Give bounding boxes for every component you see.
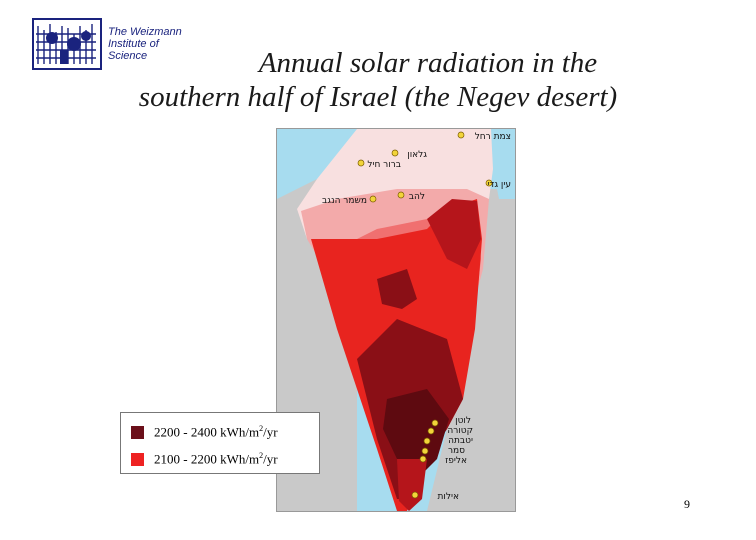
place-label: לוטן bbox=[455, 416, 471, 426]
place-label: סמר bbox=[448, 446, 465, 456]
slide-title: Annual solar radiation in the southern h… bbox=[0, 46, 756, 114]
outside-land-left bbox=[277, 129, 357, 189]
place-markers bbox=[357, 131, 493, 499]
place-marker bbox=[419, 455, 427, 463]
place-marker bbox=[411, 491, 419, 499]
place-marker bbox=[391, 149, 399, 157]
place-label: להב bbox=[409, 192, 425, 202]
place-marker bbox=[357, 159, 365, 167]
legend-swatch bbox=[131, 425, 144, 439]
place-label: קטורה bbox=[447, 426, 473, 436]
zone-dark-blob bbox=[377, 269, 417, 309]
title-line-2: southern half of Israel (the Negev deser… bbox=[138, 81, 618, 113]
place-label: יטבתה bbox=[448, 436, 473, 446]
place-marker bbox=[431, 419, 439, 427]
place-label: צמת רחל bbox=[475, 132, 511, 142]
legend-item: 2100 - 2200 kWh/m2/yr bbox=[131, 449, 278, 469]
zone-south-tip bbox=[397, 459, 427, 511]
legend-label: 2200 - 2400 kWh/m2/yr bbox=[154, 423, 278, 440]
place-labels: צמת רחל גלאון ברור חיל עין גדי להב משמר … bbox=[322, 132, 511, 502]
title-line-1: Annual solar radiation in the bbox=[258, 47, 598, 79]
logo-line-3: Science bbox=[108, 50, 148, 62]
logo-line-2: Institute of bbox=[108, 38, 159, 50]
place-label: ברור חיל bbox=[367, 160, 401, 170]
place-label: משמר הנגב bbox=[322, 196, 367, 206]
legend-label: 2100 - 2200 kWh/m2/yr bbox=[154, 450, 278, 467]
place-marker bbox=[457, 131, 465, 139]
weizmann-logo bbox=[32, 18, 102, 70]
tree-logo-icon bbox=[34, 20, 100, 68]
place-label: גלאון bbox=[407, 150, 427, 160]
place-marker bbox=[397, 191, 405, 199]
place-marker bbox=[423, 437, 431, 445]
place-label: עין גדי bbox=[487, 180, 511, 190]
legend-item: 2200 - 2400 kWh/m2/yr bbox=[131, 422, 278, 442]
place-marker bbox=[369, 195, 377, 203]
map-legend: 2200 - 2400 kWh/m2/yr 2100 - 2200 kWh/m2… bbox=[120, 412, 320, 474]
logo-text: The Weizmann Institute of Science bbox=[108, 26, 208, 62]
page-number: 9 bbox=[684, 497, 690, 511]
zone-dark-upper bbox=[427, 199, 481, 269]
place-label: אילות bbox=[437, 492, 459, 502]
place-marker bbox=[421, 447, 429, 455]
legend-swatch bbox=[131, 452, 144, 466]
zone-darkest bbox=[383, 389, 449, 479]
logo-line-1: The Weizmann bbox=[108, 26, 182, 38]
place-marker bbox=[485, 179, 493, 187]
place-label: אליפז bbox=[445, 456, 467, 466]
place-marker bbox=[427, 427, 435, 435]
dead-sea bbox=[491, 129, 515, 199]
